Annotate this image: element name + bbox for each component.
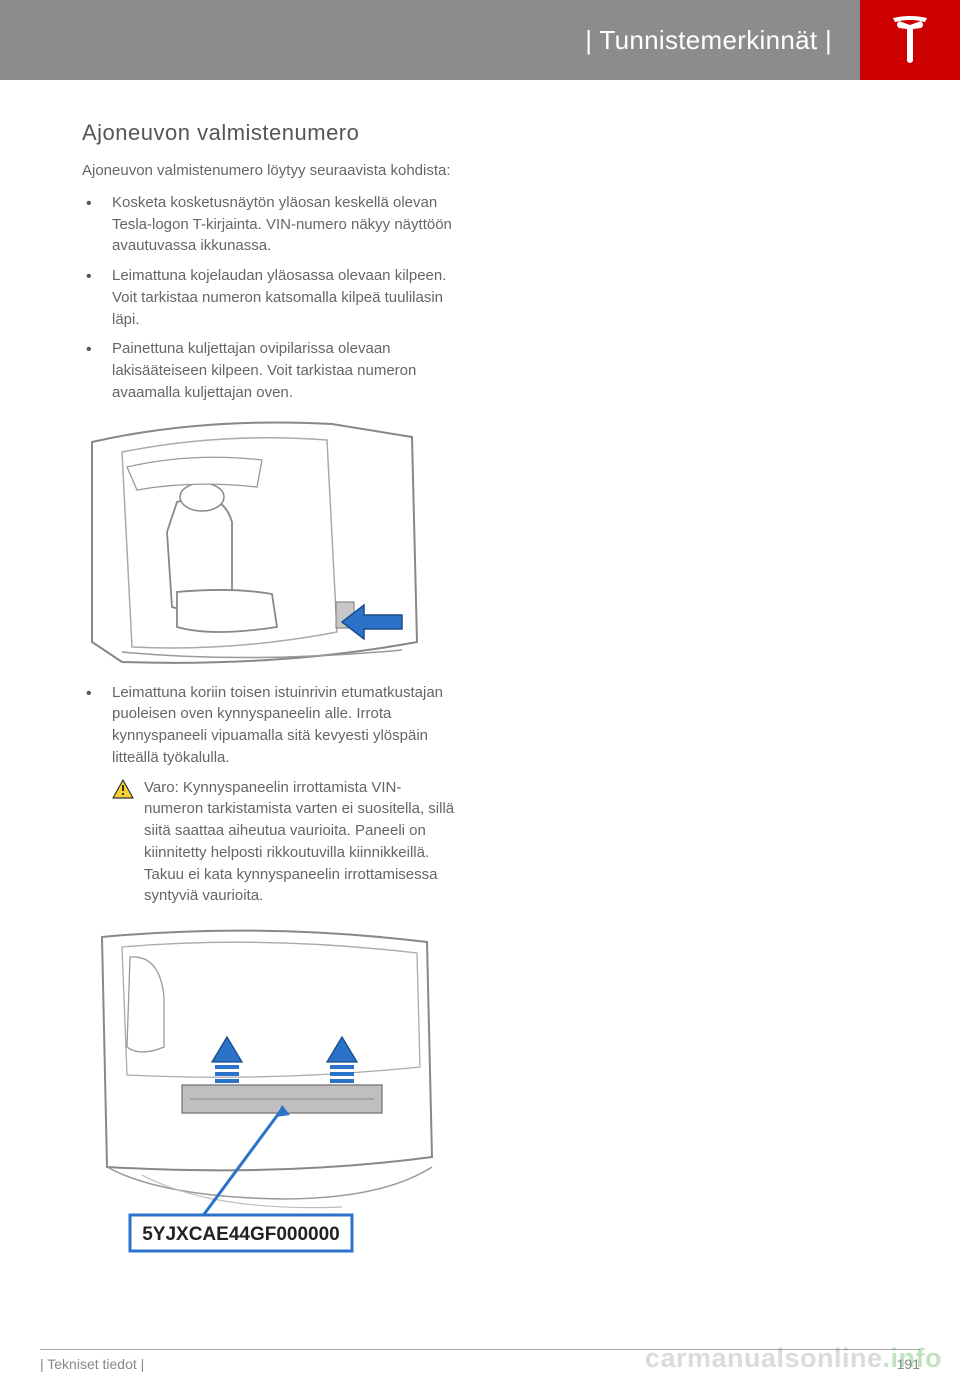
bullet-item: Leimattuna koriin toisen istuinrivin etu… xyxy=(82,682,460,769)
warning-text: Varo: Kynnyspaneelin irrottamista VIN-nu… xyxy=(144,777,460,908)
section-heading: Ajoneuvon valmistenumero xyxy=(82,120,460,146)
header-bar: | Tunnistemerkinnät | xyxy=(0,0,960,80)
bullet-list-1: Kosketa kosketusnäytön yläosan keskellä … xyxy=(82,192,460,404)
figure-vin-sill: 5YJXCAE44GF000000 xyxy=(82,917,442,1257)
brand-logo-box xyxy=(860,0,960,80)
watermark-text: carmanualsonline.info xyxy=(645,1343,942,1374)
footer-left: | Tekniset tiedot | xyxy=(40,1356,144,1372)
intro-text: Ajoneuvon valmistenumero löytyy seuraavi… xyxy=(82,160,460,182)
tesla-logo-icon xyxy=(887,15,933,65)
page-header-title: | Tunnistemerkinnät | xyxy=(0,0,860,80)
bullet-item: Kosketa kosketusnäytön yläosan keskellä … xyxy=(82,192,460,257)
warning-block: Varo: Kynnyspaneelin irrottamista VIN-nu… xyxy=(82,777,460,908)
bullet-item: Painettuna kuljettajan ovipilarissa olev… xyxy=(82,338,460,403)
bullet-item: Leimattuna kojelaudan yläosassa olevaan … xyxy=(82,265,460,330)
vin-number-text: 5YJXCAE44GF000000 xyxy=(142,1224,340,1245)
warning-icon xyxy=(112,779,134,799)
bullet-list-2: Leimattuna koriin toisen istuinrivin etu… xyxy=(82,682,460,769)
figure-vin-pillar xyxy=(82,412,422,672)
main-content: Ajoneuvon valmistenumero Ajoneuvon valmi… xyxy=(0,80,520,1257)
